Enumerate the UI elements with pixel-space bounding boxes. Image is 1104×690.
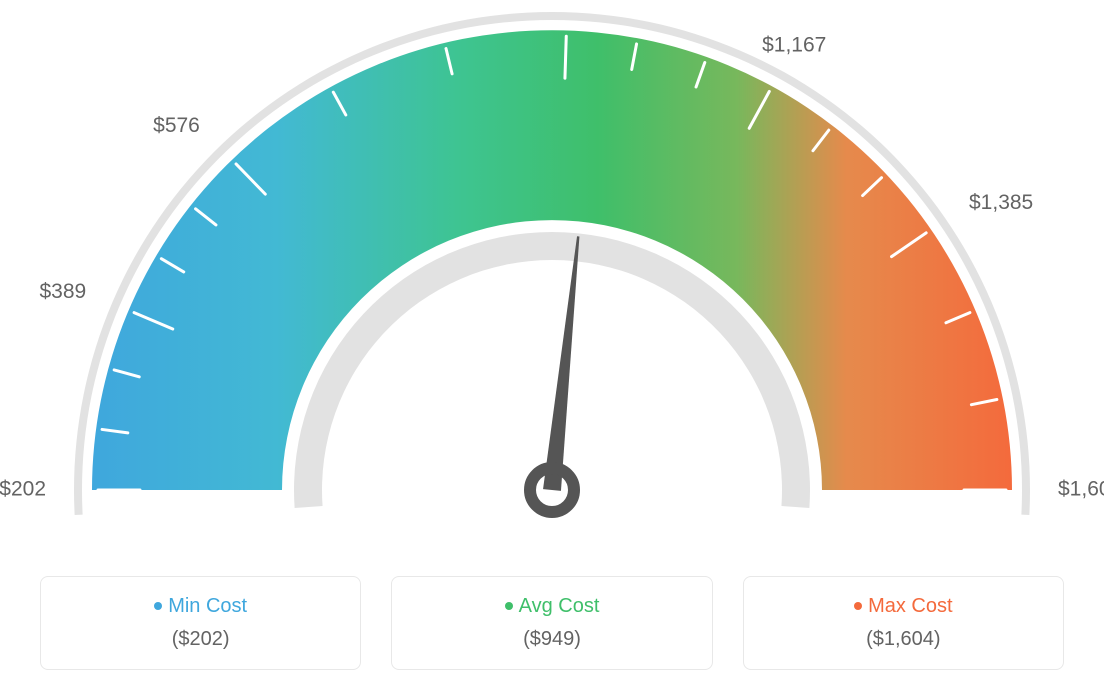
legend-min-value: ($202) (51, 628, 350, 651)
legend-avg-label: Avg Cost (519, 595, 600, 617)
gauge-tick-label: $1,604 (1058, 478, 1104, 501)
legend-max-label: Max Cost (868, 595, 952, 617)
gauge-tick-label: $202 (0, 478, 46, 501)
gauge-tick (565, 36, 566, 78)
legend-min-label: Min Cost (168, 595, 247, 617)
legend-row: Min Cost ($202) Avg Cost ($949) Max Cost… (40, 576, 1064, 670)
gauge-arc (92, 30, 1012, 490)
legend-min-title: Min Cost (51, 595, 350, 618)
gauge-tick-label: $576 (153, 114, 200, 137)
legend-max: Max Cost ($1,604) (743, 576, 1064, 670)
legend-avg-title: Avg Cost (402, 595, 701, 618)
legend-max-title: Max Cost (754, 595, 1053, 618)
legend-min: Min Cost ($202) (40, 576, 361, 670)
gauge-needle (543, 236, 579, 491)
legend-avg-value: ($949) (402, 628, 701, 651)
legend-max-value: ($1,604) (754, 628, 1053, 651)
legend-avg: Avg Cost ($949) (391, 576, 712, 670)
gauge-tick-label: $389 (40, 280, 87, 303)
gauge-tick-label: $1,167 (762, 33, 826, 56)
gauge-tick-label: $1,385 (969, 191, 1033, 214)
cost-gauge: $202$389$576$949$1,167$1,385$1,604 (0, 0, 1104, 560)
